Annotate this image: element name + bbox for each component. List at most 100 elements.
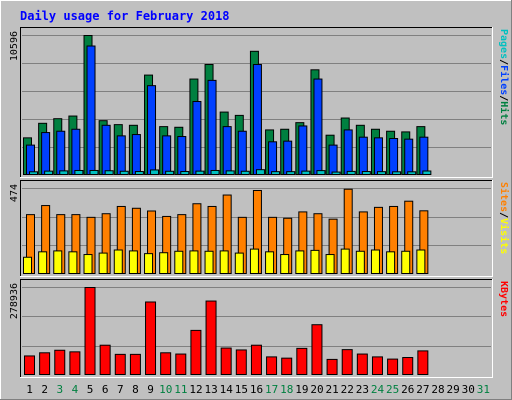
panel-hits-files-pages: 10596 Pages/Files/Hits [9, 27, 510, 178]
bar-files [419, 136, 429, 175]
bar-kbytes [387, 358, 399, 376]
x-tick-label: 29 [447, 383, 460, 396]
bar-kbytes [296, 347, 308, 375]
bar-kbytes [281, 357, 293, 375]
x-tick-label: 14 [220, 383, 234, 396]
bar-visits [370, 249, 380, 275]
bar-visits [295, 250, 305, 274]
bar-pages [150, 169, 160, 175]
bar-kbytes [341, 349, 353, 376]
bar-pages [361, 171, 371, 175]
bar-visits [128, 250, 138, 274]
bar-files [177, 136, 187, 175]
x-tick-label: 11 [174, 383, 187, 396]
bar-pages [44, 170, 54, 175]
x-tick-label: 8 [132, 383, 139, 396]
bar-visits [113, 249, 123, 275]
bar-files [207, 79, 217, 175]
x-tick-label: 15 [235, 383, 248, 396]
x-tick-label: 25 [386, 383, 399, 396]
bar-visits [53, 250, 63, 274]
bar-visits [310, 249, 320, 275]
x-tick-label: 17 [265, 383, 278, 396]
series-label-part: Pages [498, 29, 509, 59]
bar-kbytes [205, 300, 217, 376]
bar-pages [59, 170, 69, 175]
bar-pages [180, 171, 190, 175]
bar-files [56, 130, 66, 176]
bar-files [373, 137, 383, 176]
bar-files [328, 144, 338, 176]
bar-files [222, 126, 232, 175]
bar-kbytes [311, 324, 323, 376]
series-label-part: Sites [498, 182, 510, 212]
series-label: KBytes [498, 281, 509, 317]
bar-visits [249, 248, 259, 274]
x-tick-label: 30 [462, 383, 475, 396]
x-tick-label: 13 [204, 383, 217, 396]
bar-pages [165, 170, 175, 175]
bar-files [298, 125, 308, 175]
bar-files [358, 136, 368, 175]
bar-kbytes [129, 353, 141, 376]
series-label-part: / [498, 95, 509, 101]
x-tick-label: 1 [26, 383, 33, 396]
bar-visits [265, 251, 275, 275]
bar-visits [174, 250, 184, 274]
panel-kbytes: 278936 KBytes [9, 279, 509, 378]
bar-kbytes [417, 350, 429, 376]
x-tick-label: 4 [72, 383, 79, 396]
bar-kbytes [145, 301, 157, 375]
x-tick-label: 10 [159, 383, 172, 396]
x-tick-label: 22 [341, 383, 354, 396]
bar-kbytes [69, 351, 81, 375]
x-tick-label: 23 [356, 383, 369, 396]
x-tick-label: 7 [117, 383, 124, 396]
bar-pages [29, 171, 38, 176]
bar-pages [104, 170, 114, 175]
bar-pages [119, 170, 129, 175]
bar-visits [204, 250, 214, 274]
bar-visits [159, 252, 169, 274]
bar-pages [240, 170, 250, 175]
bar-kbytes [220, 347, 232, 376]
bar-visits [144, 253, 154, 275]
bar-pages [210, 169, 220, 175]
x-tick-label: 26 [401, 383, 414, 396]
bar-visits [219, 250, 229, 274]
bar-visits [98, 252, 108, 274]
bar-files [162, 135, 172, 175]
chart-title: Daily usage for February 2018 [20, 9, 230, 23]
bar-pages [134, 171, 144, 175]
bar-pages [286, 171, 296, 175]
series-label-part: KBytes [498, 281, 509, 317]
bar-pages [271, 171, 281, 175]
bar-visits [355, 250, 365, 274]
bar-files [116, 135, 126, 175]
bar-pages [422, 170, 432, 175]
bar-kbytes [24, 355, 35, 376]
bar-pages [74, 169, 84, 175]
series-label-part: / [498, 59, 509, 65]
bar-visits [416, 249, 426, 275]
bar-kbytes [160, 352, 172, 376]
bar-visits [340, 248, 350, 274]
bar-visits [83, 254, 93, 274]
bar-files [71, 128, 81, 175]
x-tick-label: 24 [371, 383, 385, 396]
x-tick-label: 18 [280, 383, 293, 396]
bar-pages [255, 169, 265, 176]
bar-pages [331, 171, 341, 176]
bar-files [283, 140, 293, 175]
y-max-label: 10596 [9, 31, 20, 61]
x-tick-label: 12 [189, 383, 202, 396]
bar-pages [392, 171, 402, 176]
bar-files [131, 134, 141, 176]
bar-kbytes [356, 353, 368, 376]
bar-kbytes [99, 344, 111, 375]
x-tick-label: 31 [477, 383, 490, 396]
x-tick-label: 6 [102, 383, 109, 396]
y-max-label: 278936 [9, 283, 20, 319]
